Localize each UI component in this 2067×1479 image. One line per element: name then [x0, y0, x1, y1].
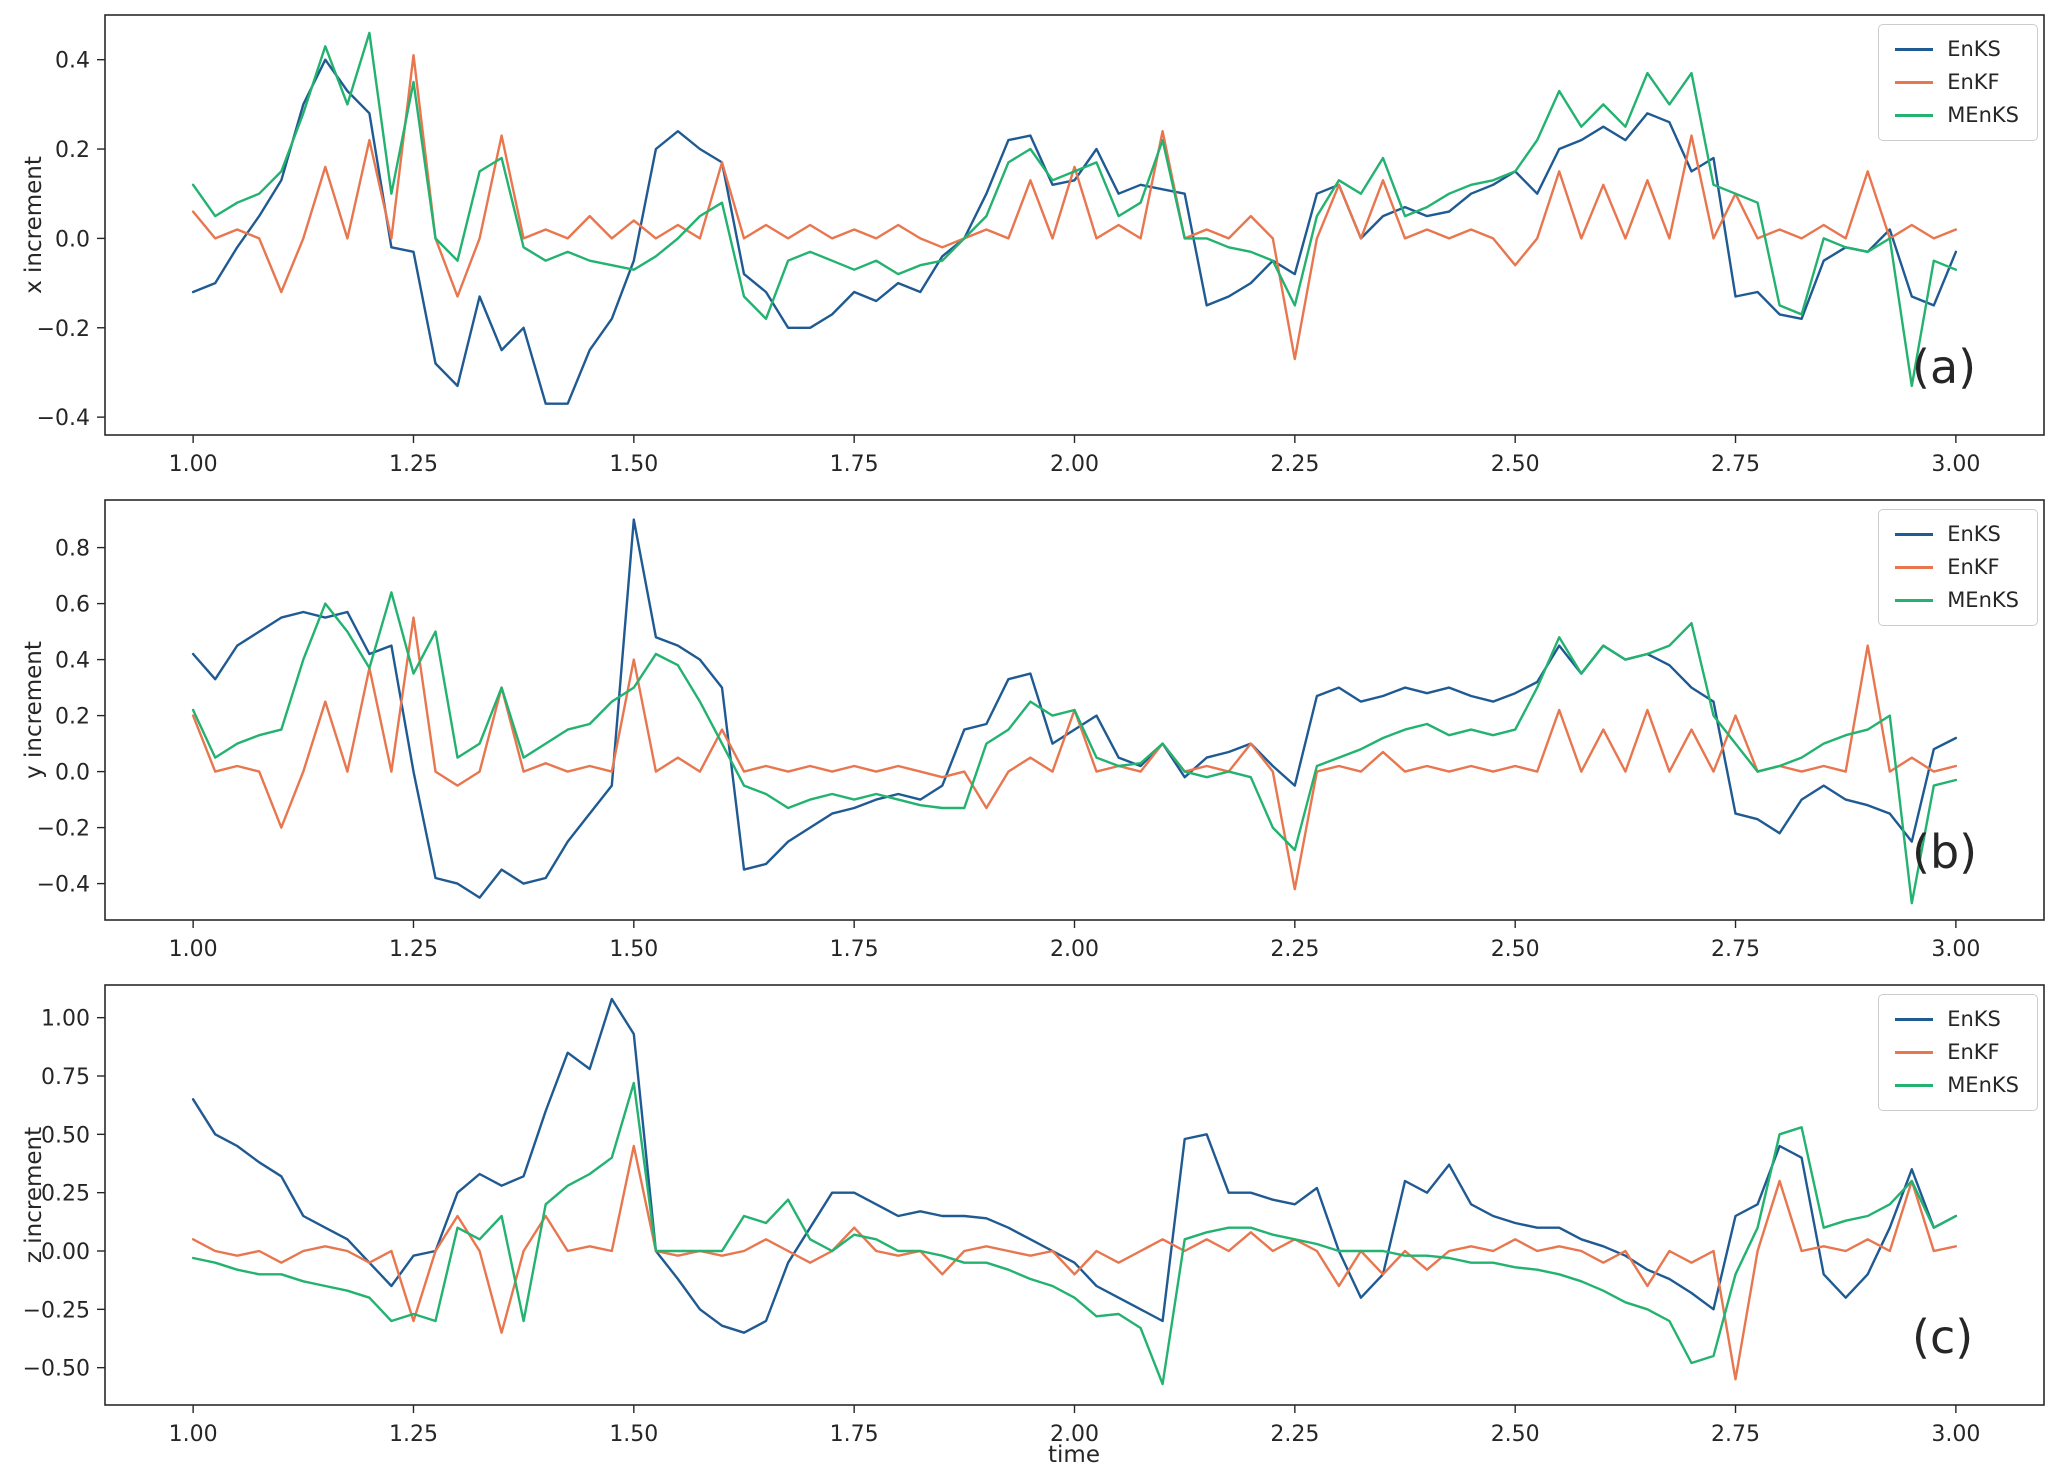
svg-text:1.00: 1.00 — [169, 1422, 218, 1447]
svg-text:2.75: 2.75 — [1711, 937, 1760, 962]
svg-text:2.00: 2.00 — [1050, 452, 1099, 477]
svg-text:−0.25: −0.25 — [23, 1298, 90, 1323]
panel-letter-a: (a) — [1912, 340, 1977, 394]
svg-text:0.50: 0.50 — [41, 1123, 90, 1148]
plot-b: 1.00 1.25 1.50 1.75 2.00 2.25 2.50 2.75 3.00 −0.4… — [37, 499, 2045, 962]
y-axis-label-b: y increment — [21, 641, 47, 779]
svg-text:2.50: 2.50 — [1491, 1422, 1540, 1447]
legend-label: EnKF — [1947, 1040, 2000, 1064]
x-axis-label: time — [1048, 1442, 1100, 1468]
svg-text:0.4: 0.4 — [55, 649, 90, 674]
legend-line-swatch — [1895, 81, 1934, 84]
svg-text:2.75: 2.75 — [1711, 452, 1760, 477]
svg-text:1.75: 1.75 — [830, 1422, 879, 1447]
legend-label: MEnKS — [1947, 103, 2019, 127]
svg-text:1.00: 1.00 — [41, 1007, 90, 1032]
svg-text:3.00: 3.00 — [1931, 937, 1980, 962]
svg-text:1.25: 1.25 — [389, 452, 438, 477]
legend-line-swatch — [1895, 48, 1934, 51]
svg-text:0.0: 0.0 — [55, 227, 90, 252]
legend-line-swatch — [1895, 566, 1934, 569]
legend-item: EnKS — [1891, 518, 2023, 551]
legend-label: MEnKS — [1947, 588, 2019, 612]
legend-item: MEnKS — [1891, 1069, 2023, 1102]
svg-text:2.50: 2.50 — [1491, 452, 1540, 477]
svg-text:0.0: 0.0 — [55, 761, 90, 786]
legend-line-swatch — [1895, 1018, 1934, 1021]
svg-text:2.50: 2.50 — [1491, 937, 1540, 962]
svg-text:0.4: 0.4 — [55, 49, 90, 74]
plot-a: 1.00 1.25 1.50 1.75 2.00 2.25 2.50 2.75 3.00 −0.4… — [37, 14, 2045, 477]
svg-text:−0.2: −0.2 — [37, 817, 90, 842]
panel-b: 1.00 1.25 1.50 1.75 2.00 2.25 2.50 2.75 3.00 −0.4… — [0, 485, 2067, 970]
legend-c: EnKS EnKF MEnKS — [1878, 994, 2038, 1111]
svg-text:0.75: 0.75 — [41, 1065, 90, 1090]
svg-text:1.50: 1.50 — [609, 937, 658, 962]
svg-text:0.00: 0.00 — [41, 1240, 90, 1265]
svg-text:3.00: 3.00 — [1931, 452, 1980, 477]
legend-item: EnKF — [1891, 551, 2023, 584]
legend-label: EnKF — [1947, 70, 2000, 94]
panel-letter-c: (c) — [1912, 1310, 1974, 1364]
svg-text:2.25: 2.25 — [1270, 1422, 1319, 1447]
legend-line-swatch — [1895, 1084, 1934, 1087]
legend-line-swatch — [1895, 533, 1934, 536]
legend-line-swatch — [1895, 1051, 1934, 1054]
legend-label: EnKS — [1947, 522, 2001, 546]
svg-text:0.6: 0.6 — [55, 593, 90, 618]
svg-text:1.00: 1.00 — [169, 937, 218, 962]
svg-text:2.75: 2.75 — [1711, 1422, 1760, 1447]
svg-text:1.75: 1.75 — [830, 452, 879, 477]
svg-text:1.75: 1.75 — [830, 937, 879, 962]
svg-text:0.25: 0.25 — [41, 1182, 90, 1207]
panel-c: 1.00 1.25 1.50 1.75 2.00 2.25 2.50 2.75 3.00 −0.5… — [0, 970, 2067, 1479]
svg-text:1.50: 1.50 — [609, 452, 658, 477]
legend-label: EnKF — [1947, 555, 2000, 579]
panel-a: 1.00 1.25 1.50 1.75 2.00 2.25 2.50 2.75 3.00 −0.4… — [0, 0, 2067, 485]
legend-a: EnKS EnKF MEnKS — [1878, 24, 2038, 141]
legend-item: EnKS — [1891, 1003, 2023, 1036]
svg-text:−0.4: −0.4 — [37, 873, 90, 898]
legend-item: MEnKS — [1891, 584, 2023, 617]
legend-label: EnKS — [1947, 1007, 2001, 1031]
svg-text:−0.4: −0.4 — [37, 406, 90, 431]
legend-item: MEnKS — [1891, 99, 2023, 132]
svg-text:2.00: 2.00 — [1050, 1422, 1099, 1447]
legend-item: EnKF — [1891, 66, 2023, 99]
svg-text:−0.50: −0.50 — [23, 1357, 90, 1382]
y-axis-label-c: z increment — [21, 1126, 47, 1264]
plot-c: 1.00 1.25 1.50 1.75 2.00 2.25 2.50 2.75 3.00 −0.5… — [23, 984, 2045, 1447]
svg-text:1.25: 1.25 — [389, 937, 438, 962]
svg-text:−0.2: −0.2 — [37, 317, 90, 342]
legend-b: EnKS EnKF MEnKS — [1878, 509, 2038, 626]
svg-text:0.2: 0.2 — [55, 138, 90, 163]
svg-text:0.2: 0.2 — [55, 705, 90, 730]
legend-item: EnKS — [1891, 33, 2023, 66]
svg-text:1.50: 1.50 — [609, 1422, 658, 1447]
legend-line-swatch — [1895, 599, 1934, 602]
panel-letter-b: (b) — [1912, 825, 1978, 879]
svg-text:1.25: 1.25 — [389, 1422, 438, 1447]
svg-text:1.00: 1.00 — [169, 452, 218, 477]
legend-item: EnKF — [1891, 1036, 2023, 1069]
legend-line-swatch — [1895, 114, 1934, 117]
y-axis-label-a: x increment — [21, 156, 47, 294]
legend-label: EnKS — [1947, 37, 2001, 61]
svg-text:0.8: 0.8 — [55, 537, 90, 562]
legend-label: MEnKS — [1947, 1073, 2019, 1097]
svg-text:2.25: 2.25 — [1270, 937, 1319, 962]
svg-text:2.25: 2.25 — [1270, 452, 1319, 477]
svg-text:3.00: 3.00 — [1931, 1422, 1980, 1447]
svg-text:2.00: 2.00 — [1050, 937, 1099, 962]
